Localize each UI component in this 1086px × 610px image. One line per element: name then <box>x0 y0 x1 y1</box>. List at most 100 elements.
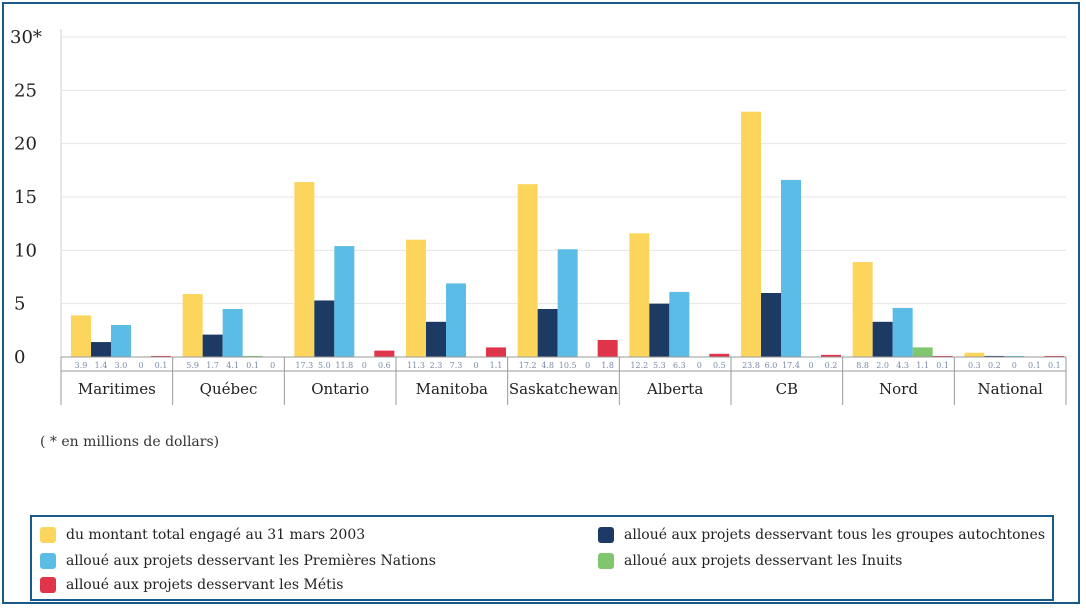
bar <box>151 355 171 357</box>
category-label: Nord <box>879 380 918 398</box>
data-label: 5.0 <box>318 361 331 370</box>
bar <box>1044 355 1065 357</box>
data-label: 2.0 <box>876 361 889 370</box>
bar <box>486 347 506 357</box>
data-label: 17.3 <box>295 361 313 370</box>
data-label: 0.2 <box>988 361 1001 370</box>
bar <box>892 307 913 357</box>
data-label: 3.0 <box>115 361 128 370</box>
data-label: 0 <box>473 361 478 370</box>
bar <box>932 355 953 357</box>
category-label: Ontario <box>311 380 369 398</box>
bar-chart: 0 5 10 15 20 25 30* 3.9 1.4 3.0 0 0.1 5.9 1.7 4.1 0.1 0… <box>10 27 1067 405</box>
data-label: 0 <box>362 361 367 370</box>
data-label: 5.3 <box>653 361 666 370</box>
data-label: 0.2 <box>825 361 838 370</box>
data-label: 0.1 <box>936 361 949 370</box>
data-label: 0 <box>270 361 275 370</box>
data-label: 6.0 <box>765 361 778 370</box>
legend-label: du montant total engagé au 31 mars 2003 <box>66 527 366 543</box>
category-label: Alberta <box>646 380 703 398</box>
data-label: 7.3 <box>450 361 463 370</box>
data-label: 10.5 <box>559 361 577 370</box>
legend-label: alloué aux projets desservant tous les g… <box>624 527 1046 543</box>
legend-label: alloué aux projets desservant les Métis <box>66 577 344 593</box>
y-tick-label: 25 <box>14 80 37 101</box>
category-label: Maritimes <box>78 380 156 398</box>
bar <box>649 303 670 357</box>
units-footnote: ( * en millions de dollars) <box>40 434 220 450</box>
legend-label: alloué aux projets desservant les Inuits <box>624 553 903 569</box>
category-axis: Maritimes Québec Ontario Manitoba Saskatchew… <box>60 356 1067 405</box>
bar <box>852 262 873 357</box>
bar <box>242 355 263 357</box>
bar <box>912 347 933 357</box>
bar <box>781 179 801 357</box>
legend-label: alloué aux projets desservant les Premiè… <box>66 553 436 569</box>
data-label: 0.1 <box>155 361 168 370</box>
category-label: Québec <box>200 380 258 398</box>
data-labels: 3.9 1.4 3.0 0 0.1 5.9 1.7 4.1 0.1 0 17.3 5.0 11.8 0 0.… <box>75 361 1061 370</box>
bar <box>597 339 618 357</box>
data-label: 5.9 <box>186 361 199 370</box>
legend-item-first-nations: alloué aux projets desservant les Premiè… <box>40 553 436 569</box>
category-label: National <box>978 380 1044 398</box>
bar <box>629 233 650 357</box>
legend-item-inuit: alloué aux projets desservant les Inuits <box>598 553 902 569</box>
bar <box>709 353 730 357</box>
data-label: 0 <box>697 361 702 370</box>
data-label: 0 <box>808 361 813 370</box>
y-tick-label: 5 <box>14 294 25 315</box>
legend-item-all-groups: alloué aux projets desservant tous les g… <box>598 527 1045 543</box>
data-label: 1.7 <box>206 361 219 370</box>
chart-legend: du montant total engagé au 31 mars 2003 … <box>30 515 1054 601</box>
bar <box>821 354 841 357</box>
bar <box>222 309 243 357</box>
data-label: 3.9 <box>75 361 88 370</box>
data-label: 1.8 <box>601 361 614 370</box>
bar <box>406 239 426 357</box>
data-label: 4.3 <box>896 361 909 370</box>
data-label: 8.8 <box>856 361 869 370</box>
legend-swatch <box>598 553 614 569</box>
data-label: 0.5 <box>713 361 726 370</box>
legend-swatch <box>40 577 56 593</box>
data-label: 0.1 <box>246 361 259 370</box>
data-label: 4.1 <box>226 361 239 370</box>
data-label: 17.2 <box>519 361 537 370</box>
bar <box>426 321 446 357</box>
y-axis-top-label: 30* <box>10 27 42 48</box>
data-label: 11.3 <box>407 361 425 370</box>
bar <box>71 315 91 357</box>
bar <box>91 342 111 357</box>
bar <box>334 246 355 357</box>
bar <box>872 321 893 357</box>
bar <box>537 309 558 357</box>
data-label: 4.8 <box>541 361 554 370</box>
data-label: 23.8 <box>742 361 760 370</box>
category-label: CB <box>776 380 799 398</box>
bar <box>964 352 985 357</box>
chart-frame <box>2 2 1080 604</box>
legend-item-metis: alloué aux projets desservant les Métis <box>40 577 343 593</box>
legend-item-total: du montant total engagé au 31 mars 2003 <box>40 527 365 543</box>
category-label: Saskatchewan <box>509 380 619 398</box>
bar <box>984 355 1005 357</box>
y-tick-label: 20 <box>14 134 37 155</box>
data-label: 0 <box>138 361 143 370</box>
bar <box>446 283 466 357</box>
bar <box>1004 355 1025 357</box>
data-label: 0.1 <box>1028 361 1041 370</box>
data-label: 1.1 <box>490 361 503 370</box>
bar <box>202 334 223 357</box>
bar <box>669 291 690 357</box>
bar <box>741 111 761 358</box>
legend-swatch <box>40 527 56 543</box>
data-label: 2.3 <box>430 361 443 370</box>
bar <box>517 184 538 357</box>
bar <box>111 325 131 357</box>
y-axis-ticks: 0 5 10 15 20 25 30* <box>10 27 42 368</box>
y-tick-label: 0 <box>14 347 25 368</box>
bar <box>761 293 781 357</box>
bar <box>374 350 395 357</box>
